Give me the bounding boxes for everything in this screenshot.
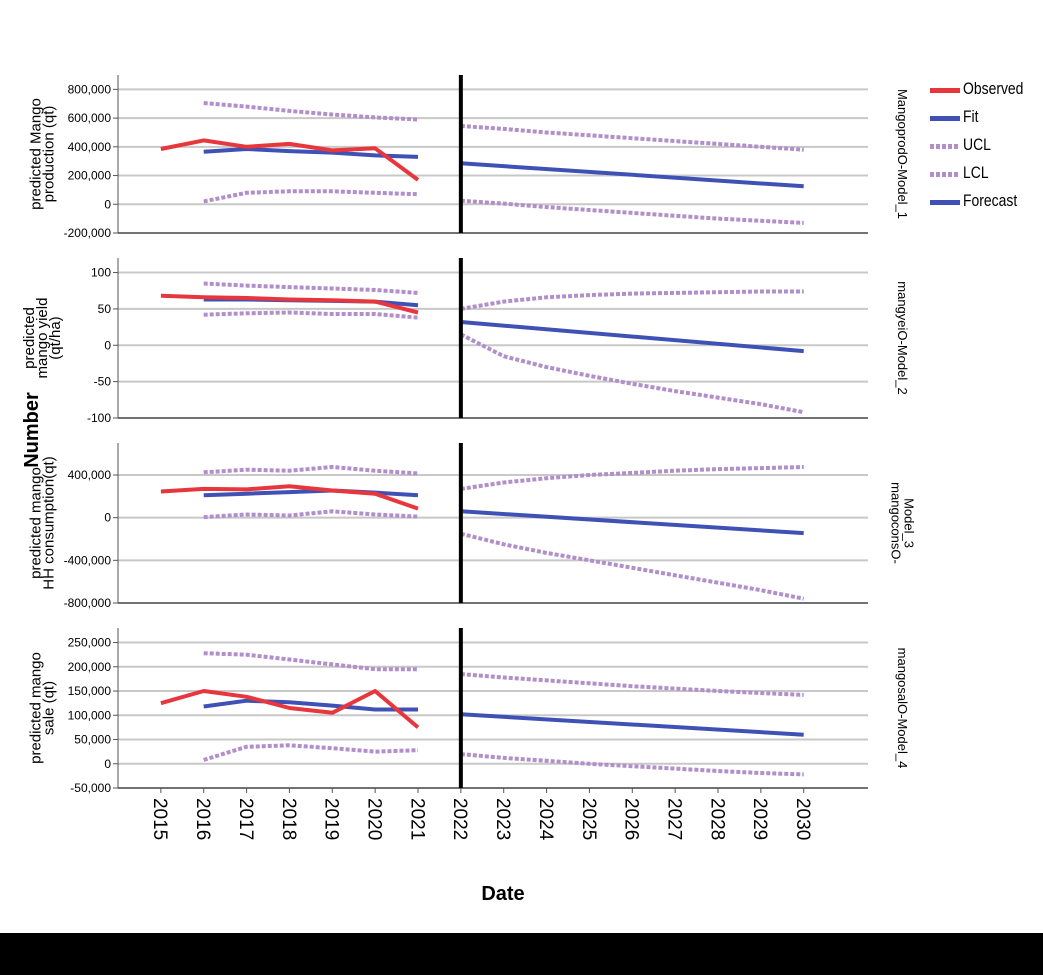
panel-3-ytick-label: -400,000 (64, 553, 112, 567)
panel-4-ytick-label: 250,000 (68, 636, 112, 650)
panel-2-fit-lcl-line (203, 310, 419, 320)
panel-4-observed-line (160, 689, 420, 729)
panel-1-ytick-label: 200,000 (68, 169, 112, 183)
bottom-black-bar (0, 933, 1043, 975)
legend-item-ucl: UCL (930, 134, 1040, 162)
panel-4-forecast-line (460, 712, 804, 737)
panel-2-ylabel: (qt/ha) (47, 316, 64, 359)
panel-3-fit-line (203, 488, 419, 498)
legend-label-forecast: Forecast (963, 191, 1018, 210)
x-tick-label: 2021 (406, 798, 427, 840)
panel-4-forecast-lcl-line (460, 752, 804, 777)
panel-4-ytick-label: 50,000 (74, 733, 111, 747)
x-tick-label: 2027 (663, 798, 684, 840)
panel-4-ytick-label: 150,000 (68, 684, 112, 698)
panel-3-ytick-label: 0 (104, 511, 111, 525)
panel-2-observed-line (160, 293, 419, 315)
legend-swatch-fit (930, 116, 960, 121)
panel-1-forecast-ucl-line (460, 124, 804, 152)
panel-2-forecast-lcl-line (459, 332, 805, 415)
panel-1-ytick-label: 600,000 (68, 111, 112, 125)
legend-swatch-ucl (930, 144, 960, 149)
panel-2-forecast-ucl-line (460, 289, 804, 311)
panel-1-observed-line (160, 138, 420, 182)
panel-1-forecast-line (460, 161, 804, 189)
panel-3-forecast-lcl-line (460, 531, 805, 601)
legend: Observed Fit UCL LCL Forecast (930, 78, 1040, 218)
legend-item-fit: Fit (930, 106, 1040, 134)
panel-1-ytick-label: -200,000 (64, 226, 112, 240)
panel-4-fit-lcl-line (203, 743, 419, 762)
legend-item-lcl: LCL (930, 162, 1040, 190)
panel-2-ylabel: mango yield (34, 298, 51, 379)
panel-1-ytick-label: 800,000 (68, 82, 112, 96)
panel-3-forecast-ucl-line (460, 465, 804, 491)
x-tick-label: 2029 (749, 798, 770, 840)
x-tick-label: 2026 (621, 798, 642, 840)
x-tick-label: 2024 (535, 798, 556, 841)
panel-3-fit-lcl-line (203, 509, 419, 520)
x-tick-label: 2030 (792, 798, 813, 840)
legend-swatch-forecast (930, 200, 960, 205)
panel-3-forecast-line (460, 509, 804, 536)
panel-3-ylabel: HH consumption(qt) (41, 456, 58, 589)
panel-1-ytick-label: 400,000 (68, 140, 112, 154)
legend-swatch-observed (930, 88, 960, 93)
x-tick-label: 2018 (278, 798, 299, 840)
panel-4-forecast-ucl-line (460, 672, 804, 697)
panel-3-ylabel: predicted mango (28, 467, 45, 579)
x-tick-label: 2019 (321, 798, 342, 840)
x-tick-label: 2017 (235, 798, 256, 840)
x-tick-label: 2020 (363, 798, 384, 840)
x-axis-title: Date (481, 883, 524, 905)
legend-item-forecast: Forecast (930, 190, 1040, 218)
panel-3-ytick-label: 400,000 (68, 468, 112, 482)
panel-4-ylabel: predicted mango (28, 652, 45, 764)
panel-4-ytick-label: 200,000 (68, 660, 112, 674)
panel-2-ylabel: predicted (21, 307, 38, 369)
panel-4-fit-line (203, 698, 418, 712)
panel-1-forecast-lcl-line (460, 198, 804, 225)
panel-1-model-label: MangoprodO-Model_1 (895, 89, 910, 219)
panel-2-ytick-label: 0 (104, 338, 111, 352)
panel-4-ytick-label: 0 (104, 757, 111, 771)
panel-1-ylabel: production (qt) (41, 106, 58, 203)
y-axis-title: Number (21, 392, 43, 468)
panel-4-ytick-label: 100,000 (68, 708, 112, 722)
panel-2-ytick-label: -100 (87, 411, 111, 425)
panel-2-fit-ucl-line (203, 281, 419, 295)
panel-3-model-label: mangoconsO- (889, 482, 904, 564)
panel-1-ytick-label: 0 (104, 197, 111, 211)
panel-3-observed-line (160, 484, 419, 511)
x-tick-label: 2015 (149, 798, 170, 840)
x-tick-label: 2022 (449, 798, 470, 840)
panel-2-model-label: mangyeiO-Model_2 (895, 281, 910, 394)
legend-label-lcl: LCL (963, 163, 989, 182)
panel-2-ytick-label: 100 (91, 266, 111, 280)
x-tick-label: 2028 (706, 798, 727, 840)
panel-3-ytick-label: -800,000 (64, 596, 112, 610)
legend-item-observed: Observed (930, 78, 1040, 106)
legend-label-fit: Fit (963, 107, 979, 126)
panel-4-ytick-label: -50,000 (70, 781, 111, 795)
panel-2-ytick-label: 50 (98, 302, 112, 316)
x-tick-label: 2023 (492, 798, 513, 840)
legend-swatch-lcl (930, 172, 960, 177)
panel-1-fit-ucl-line (203, 101, 419, 122)
panel-1-fit-lcl-line (203, 189, 419, 204)
panel-2-forecast-line (460, 320, 804, 354)
legend-label-ucl: UCL (963, 135, 991, 154)
legend-label-observed: Observed (963, 79, 1024, 98)
panel-3-model-label: Model_3 (902, 498, 917, 548)
x-tick-label: 2016 (192, 798, 213, 840)
panel-1-ylabel: predicted Mango (28, 98, 45, 210)
x-tick-label: 2025 (578, 798, 599, 840)
panel-2-ytick-label: -50 (94, 375, 112, 389)
panel-4-model-label: mangosalO-Model_4 (895, 648, 910, 769)
panel-4-ylabel: sale (qt) (41, 681, 58, 735)
panel-3-fit-ucl-line (203, 465, 419, 476)
